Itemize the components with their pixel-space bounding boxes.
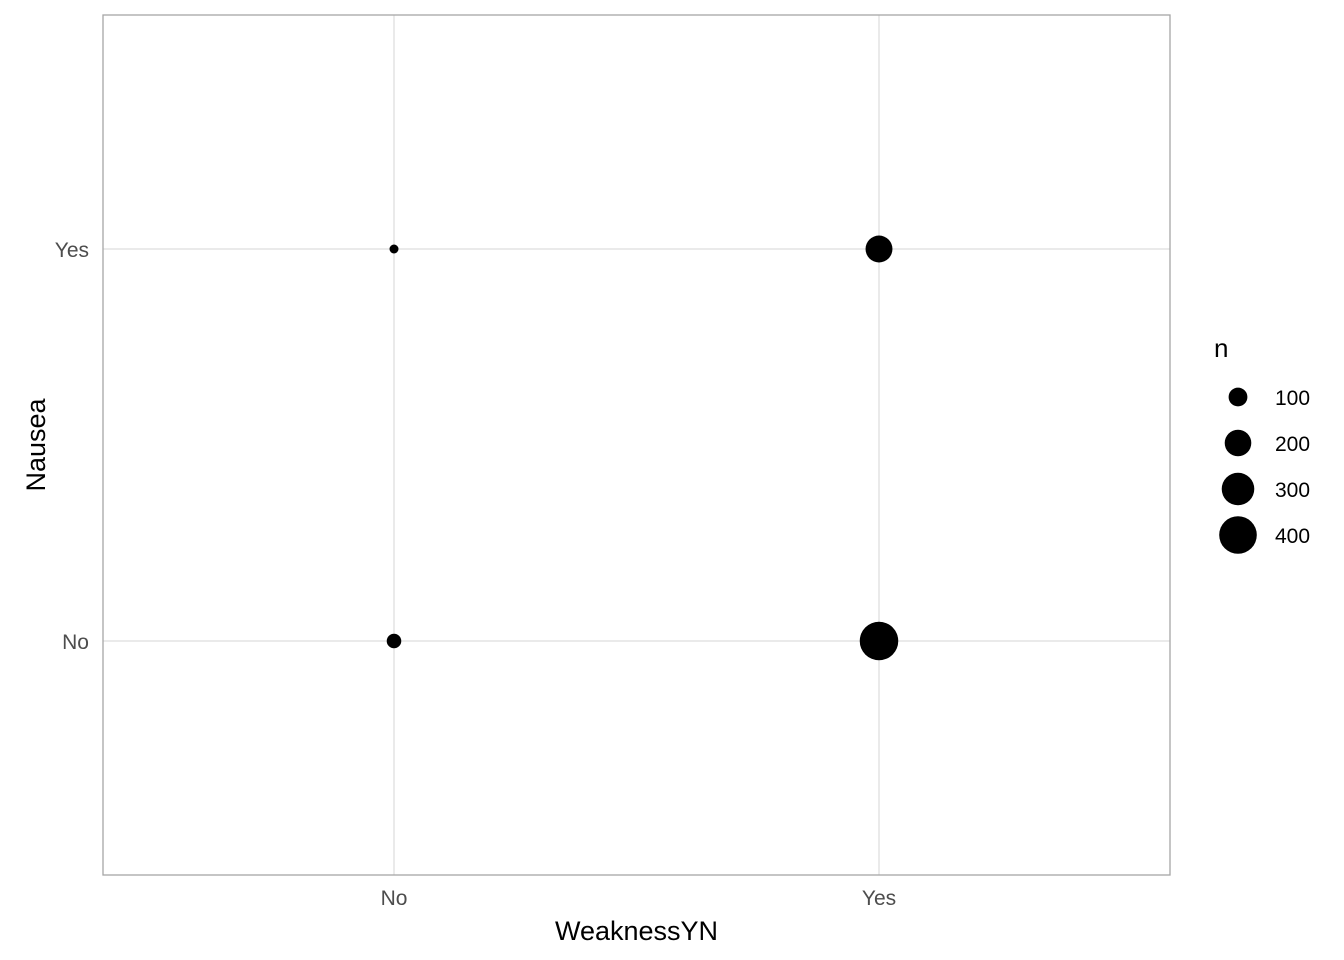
plot-panel-border <box>102 14 1171 876</box>
size-legend: n 100 200 300 400 <box>1214 333 1310 554</box>
grid-lines <box>103 15 1170 875</box>
x-axis-tick-labels: No Yes <box>381 887 897 910</box>
legend-label-300: 300 <box>1275 479 1310 502</box>
y-tick-label-yes: Yes <box>55 239 89 262</box>
data-points <box>386 235 899 661</box>
point-no-yes <box>389 244 399 254</box>
legend-label-100: 100 <box>1275 387 1310 410</box>
point-no-no <box>386 633 402 649</box>
y-tick-label-no: No <box>62 631 89 654</box>
legend-key-400 <box>1219 516 1257 554</box>
y-axis-title: Nausea <box>21 397 51 491</box>
legend-key-300 <box>1221 472 1255 506</box>
x-axis-title: WeaknessYN <box>555 916 718 946</box>
y-axis-tick-labels: No Yes <box>55 239 89 654</box>
x-tick-label-no: No <box>381 887 408 910</box>
x-tick-label-yes: Yes <box>862 887 896 910</box>
legend-label-200: 200 <box>1275 433 1310 456</box>
legend-label-400: 400 <box>1275 525 1310 548</box>
point-yes-no <box>859 621 899 661</box>
point-yes-yes <box>865 235 893 263</box>
legend-key-200 <box>1224 429 1252 457</box>
legend-title: n <box>1214 333 1228 363</box>
legend-keys: 100 200 300 400 <box>1219 387 1310 554</box>
legend-key-100 <box>1228 387 1248 407</box>
